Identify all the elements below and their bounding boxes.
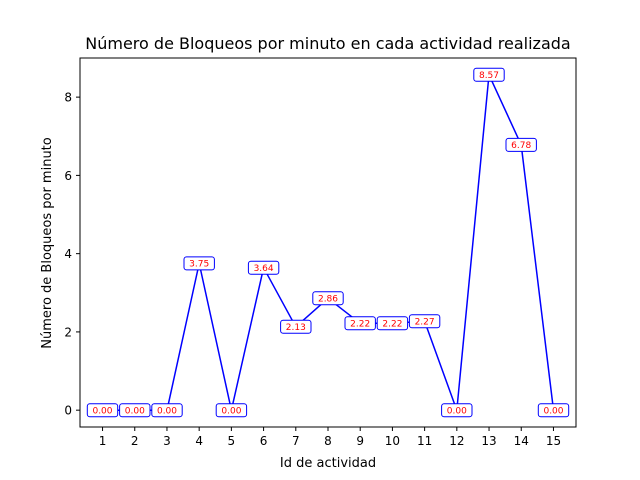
data-label: 2.22 [376,316,409,331]
data-label-box [376,316,409,331]
data-label-box [215,403,248,418]
data-label-text: 2.86 [318,295,338,305]
data-label: 0.00 [441,403,473,418]
data-label-box [312,291,344,306]
x-tick-label: 12 [449,434,464,448]
data-label-box [280,319,312,334]
x-tick-label: 9 [356,434,364,448]
data-label: 2.27 [408,314,441,329]
data-label-box [151,403,183,418]
x-tick-label: 2 [131,434,139,448]
data-label-box [86,403,119,418]
data-label-text: 0.00 [125,406,145,416]
data-label: 0.00 [215,403,248,418]
data-label-box [441,403,473,418]
x-tick-label: 1 [99,434,107,448]
data-label-box [473,67,505,82]
plot-area: 0.00 0.00 0.00 3.75 0.00 3.64 2.13 2.86 2.22 2.22… [86,67,570,418]
series-line [102,74,555,411]
data-label-text: 6.78 [511,141,531,151]
data-label-text: 2.22 [350,320,370,330]
y-tick-label: 6 [64,169,72,183]
plot-frame [79,57,577,428]
data-label-text: 3.64 [254,264,274,274]
x-tick-label: 10 [385,434,400,448]
x-tick-label: 6 [260,434,268,448]
y-axis-label: Número de Bloqueos por minuto [40,137,55,349]
data-label: 3.75 [183,256,215,271]
data-label-text: 2.13 [286,323,306,333]
data-label: 0.00 [151,403,183,418]
data-label-text: 0.00 [157,406,177,416]
y-tick-label: 4 [64,247,72,261]
x-tick-label: 4 [195,434,203,448]
data-label-text: 2.22 [382,320,402,330]
data-label-box [183,256,215,271]
x-tick-label: 13 [481,434,496,448]
x-axis: 1 2 3 4 5 6 7 8 9 10 11 12 13 14 15 [99,427,561,448]
data-label: 0.00 [537,403,570,418]
y-tick-label: 2 [64,325,72,339]
data-label-box [408,314,441,329]
x-tick-label: 8 [324,434,332,448]
chart-title: Número de Bloqueos por minuto en cada ac… [85,34,570,53]
data-label-box [119,403,151,418]
y-tick-label: 0 [64,404,72,418]
data-label-text: 2.27 [415,318,435,328]
data-label: 3.64 [247,260,280,275]
x-tick-label: 3 [163,434,171,448]
x-tick-label: 7 [292,434,300,448]
data-label-text: 3.75 [189,260,209,270]
x-tick-label: 11 [417,434,432,448]
data-label: 8.57 [473,67,505,82]
data-label-text: 0.00 [447,406,467,416]
x-tick-label: 5 [228,434,236,448]
x-axis-label: Id de actividad [280,456,376,471]
data-label: 2.13 [280,319,312,334]
y-axis: 0 2 4 6 8 [64,91,80,418]
data-label: 2.86 [312,291,344,306]
data-label-box [344,316,376,331]
data-label-box [537,403,570,418]
x-tick-label: 14 [514,434,529,448]
data-label-text: 0.00 [221,406,241,416]
x-tick-label: 15 [546,434,561,448]
data-label: 6.78 [505,137,537,152]
data-label-text: 0.00 [543,406,563,416]
data-label: 0.00 [86,403,119,418]
data-label-box [505,137,537,152]
data-label: 0.00 [119,403,151,418]
y-tick-label: 8 [64,91,72,105]
data-label: 2.22 [344,316,376,331]
data-label-box [247,260,280,275]
data-label-text: 8.57 [479,71,499,81]
data-label-text: 0.00 [92,406,112,416]
